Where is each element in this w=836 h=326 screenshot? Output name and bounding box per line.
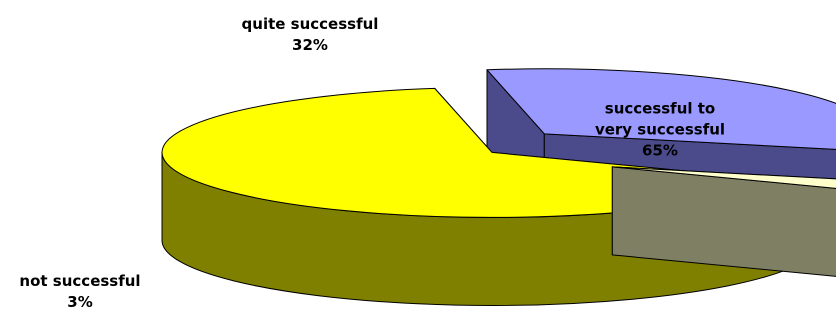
slice-1-value-label: 32%	[292, 36, 328, 54]
slice-0-label: very successful	[595, 121, 725, 139]
slice-2-top	[611, 166, 836, 189]
slice-sides	[161, 68, 836, 306]
slice-1-top	[486, 68, 836, 150]
slice-0-value-label: 65%	[642, 142, 678, 160]
slice-0-label: successful to	[605, 100, 715, 118]
slice-1-label: quite successful	[242, 15, 379, 33]
slice-2	[611, 166, 836, 277]
slice-labels: successful to very successful 65% quite suc…	[19, 15, 725, 311]
slice-2-label: not successful	[19, 272, 140, 290]
slice-2-value-label: 3%	[67, 293, 92, 311]
